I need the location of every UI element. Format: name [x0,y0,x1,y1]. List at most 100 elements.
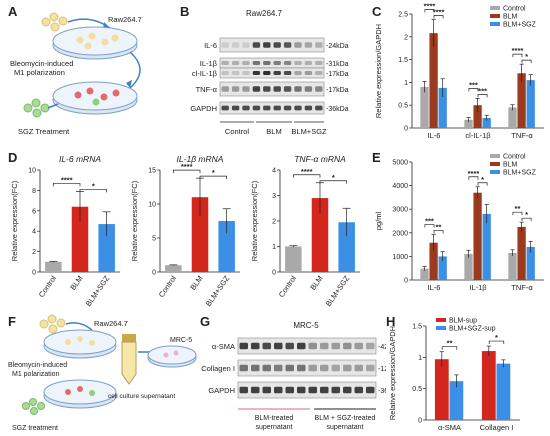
bar [482,213,491,280]
bar [473,192,482,280]
legend-label: Control [503,154,526,161]
y-tick-label: 1.5 [412,324,422,331]
blot-row-label: GAPDH [208,386,235,395]
blot-band [304,42,313,48]
significance-label: * [481,175,484,184]
bar [508,107,517,128]
chart-d-il6: IL-6 mRNA 0 2 4 6 8 10 Relative expression(FC) C… [10,154,120,308]
blot-band [262,364,271,372]
x-tick-label: Control [277,274,298,299]
panel-a-label-mid-2: M1 polarization [14,68,65,77]
blot-strip [219,37,325,53]
blot-band [320,386,329,394]
significance-label: ** [447,339,453,348]
blot-band [320,364,329,372]
significance-label: ** [436,222,442,231]
blot-band [262,386,271,394]
blot-band [221,71,229,75]
cell-cluster-icon [41,12,68,32]
significance-label: * [495,333,498,342]
blot-band [343,342,352,350]
legend-swatch [436,326,446,330]
panel-a-label-mid-1: Bleomycin-induced [10,59,73,68]
panel-b-title: Raw264.7 [246,9,283,18]
y-tick-label: 2.5 [398,12,408,19]
blot-band [274,364,283,372]
blot-band [242,86,250,92]
blot-band [252,105,261,111]
panel-g-group-1-line-2: supernatant [256,424,293,431]
significance-bracket [512,53,523,58]
significance-bracket [319,180,348,184]
blot-band [343,386,352,394]
bar [464,119,473,128]
panel-f-label-bottom: SGZ treatment [12,425,58,432]
petri-dish-icon [52,81,138,115]
panel-a-label-bottom: SGZ Treatment [18,127,70,136]
bar [165,265,182,272]
y-axis-label: Relative expression(FC) [130,180,139,261]
significance-label: * [525,210,528,219]
significance-bracket [441,346,458,350]
blot-band [221,105,229,111]
y-tick-label: 0.5 [398,103,408,110]
y-tick-label: 6 [32,208,36,215]
arrow-icon [65,322,93,331]
bar [481,351,496,420]
blot-strip [237,381,377,399]
legend-label: BLM+SGZ [503,22,537,29]
blot-band [283,61,292,65]
blot-band [221,86,229,92]
bar [496,363,511,420]
bar [526,80,535,128]
significance-bracket [52,183,81,187]
chart-d-il1b: IL-1β mRNA 0 5 10 15 Relative expression(FC) C… [130,154,240,308]
significance-bracket [477,94,488,98]
blot-band [263,71,271,75]
significance-label: * [525,52,528,61]
blot-band [251,364,260,372]
legend-swatch [490,22,500,26]
panel-f-label-mid-2: M1 polarization [12,371,60,378]
legend-label: BLM+SGZ [503,170,537,177]
blot-row-label: IL-6 [204,41,217,50]
legend-label: BLM-sup [449,318,477,325]
petri-dish-icon [43,379,117,409]
blot-kda-label: -17kDa [326,87,349,94]
blot-band [285,364,294,372]
blot-kda-label: -31kDa [326,61,349,68]
blot-band [251,386,260,394]
bar [438,87,447,128]
x-tick-label: TNF-α [511,131,533,140]
panel-f-label-top: Raw264.7 [94,319,128,328]
panel-letter-e: E [372,150,381,165]
y-tick-label: 1 [418,355,422,362]
blot-band [315,105,323,111]
blot-band [231,86,240,92]
blot-band [252,61,261,65]
panel-a-schematic: Raw264.7 Bleomycin-induced M1 polarizati… [10,12,142,136]
blot-band [315,42,323,48]
y-tick-label: 3000 [392,207,408,214]
y-tick-label: 5000 [392,160,408,167]
blot-band [242,61,250,65]
x-tick-label: TNF-α [511,283,533,292]
blot-band [274,342,283,350]
significance-label: **** [424,1,436,10]
bar [191,197,209,272]
blot-kda-label: -129kDa [378,366,386,373]
drug-cluster-icon [23,98,50,118]
blot-band [239,364,248,372]
x-tick-label: BLM+SGZ [204,274,232,308]
blot-band [252,42,261,48]
blot-row-label: GAPDH [190,104,217,113]
significance-bracket [468,176,479,180]
panel-letter-g: G [200,314,211,329]
bar [429,33,438,128]
bar [420,268,429,280]
panel-f-label-mid-1: Bleomycin-induced [8,362,67,369]
blot-band [242,71,250,75]
y-tick-label: 2 [272,219,276,226]
legend-swatch [436,318,446,322]
x-tick-label: Control [37,274,58,299]
